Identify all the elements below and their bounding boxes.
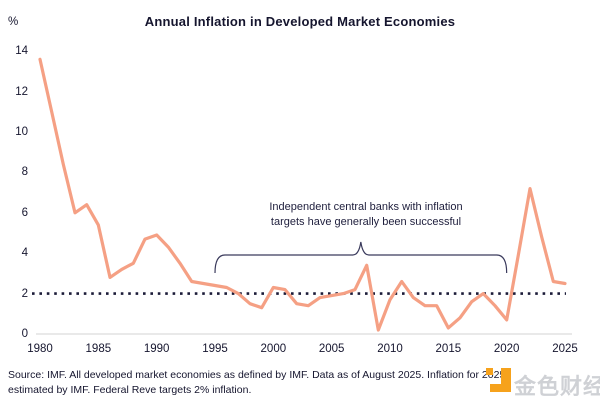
annotation-line-2: targets have generally been successful xyxy=(270,216,462,228)
watermark-label: 金色财经 xyxy=(514,374,600,399)
inflation-line-series xyxy=(38,57,567,332)
x-tick-2025: 2025 xyxy=(552,343,578,355)
x-tick-1995: 1995 xyxy=(202,343,228,355)
source-note: Source: IMF. All developed market econom… xyxy=(8,368,592,397)
y-tick-6: 6 xyxy=(21,206,28,219)
source-line-2: estimated by IMF. Federal Reve targets 2… xyxy=(8,383,252,396)
y-tick-14: 14 xyxy=(15,45,28,58)
y-tick-0: 0 xyxy=(21,328,28,340)
y-axis-unit-label: % xyxy=(8,16,19,28)
annotation-text: Independent central banks with inflation… xyxy=(226,200,506,230)
annotation-line-1: Independent central banks with inflation xyxy=(269,201,463,213)
watermark: 金色财经 xyxy=(486,366,600,400)
x-tick-1990: 1990 xyxy=(143,343,170,355)
x-tick-1985: 1985 xyxy=(85,343,112,355)
source-line-1: Source: IMF. All developed market econom… xyxy=(8,369,506,381)
x-tick-2010: 2010 xyxy=(377,343,403,355)
x-tick-2015: 2015 xyxy=(435,343,462,355)
y-tick-4: 4 xyxy=(21,247,28,260)
annotation-bracket xyxy=(214,241,508,274)
chart-title: Annual Inflation in Developed Market Eco… xyxy=(144,14,456,29)
x-tick-2020: 2020 xyxy=(493,343,520,355)
jinse-logo-icon xyxy=(486,368,512,394)
x-tick-2000: 2000 xyxy=(260,343,287,355)
y-tick-10: 10 xyxy=(15,126,28,138)
y-tick-12: 12 xyxy=(15,85,28,98)
x-tick-1980: 1980 xyxy=(27,343,53,355)
y-tick-8: 8 xyxy=(21,166,28,179)
x-tick-2005: 2005 xyxy=(318,343,345,355)
y-tick-2: 2 xyxy=(21,287,28,300)
